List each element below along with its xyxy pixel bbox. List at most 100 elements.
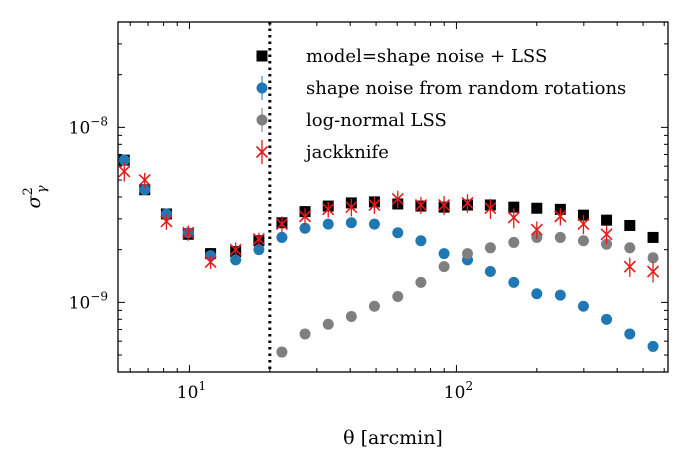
legend-entry: shape noise from random rotations — [256, 76, 626, 100]
plot-frame — [117, 21, 669, 373]
data-point — [415, 235, 427, 247]
x-stroke — [530, 223, 543, 236]
data-point — [230, 254, 242, 266]
data-cross — [298, 210, 312, 223]
data-point — [484, 266, 496, 278]
x-stroke — [623, 260, 636, 273]
series-0 — [118, 154, 659, 260]
data-point — [508, 276, 520, 288]
data-point — [577, 235, 589, 247]
data-cross — [646, 265, 660, 278]
series-3 — [118, 162, 660, 283]
x-stroke — [322, 203, 335, 216]
x-stroke — [204, 255, 217, 269]
data-point — [624, 242, 636, 254]
data-cross — [600, 228, 613, 241]
x-stroke — [298, 210, 312, 223]
data-point — [118, 154, 130, 166]
data-cross — [322, 203, 335, 216]
data-cross — [182, 226, 195, 239]
data-square — [624, 219, 636, 231]
data-point — [624, 328, 636, 340]
data-point — [484, 242, 496, 254]
data-point — [253, 244, 265, 256]
legend-entry: log-normal LSS — [256, 108, 447, 132]
legend-label: jackknife — [304, 142, 389, 163]
data-square — [601, 214, 613, 226]
x-stroke — [229, 243, 242, 256]
data-cross — [484, 202, 497, 215]
x-stroke — [484, 202, 497, 215]
data-point — [508, 236, 520, 248]
data-cross — [438, 198, 451, 212]
data-cross — [229, 243, 242, 256]
x-stroke — [182, 226, 195, 239]
x-stroke — [600, 228, 613, 241]
axis-labels: θ [arcmin] σ2γ — [21, 185, 443, 449]
legend-label: shape noise from random rotations — [306, 78, 626, 99]
data-cross — [160, 215, 173, 228]
plot-border — [117, 21, 669, 373]
data-cross — [204, 255, 217, 269]
data-point — [647, 252, 659, 264]
x-stroke — [438, 198, 451, 212]
legend-entry: jackknife — [255, 140, 389, 164]
legend-label: log-normal LSS — [306, 110, 447, 131]
data-cross — [368, 198, 381, 212]
data-cross — [530, 223, 543, 236]
data-point — [392, 227, 404, 239]
x-stroke — [138, 173, 151, 187]
data-cross — [554, 210, 567, 223]
data-point — [368, 300, 380, 312]
data-square — [531, 202, 543, 214]
data-cross — [252, 232, 265, 246]
data-point — [139, 184, 151, 196]
data-point — [577, 300, 589, 312]
data-cross — [345, 201, 358, 214]
x-axis-label: θ [arcmin] — [343, 427, 443, 449]
data-point — [554, 289, 566, 301]
x-stroke — [255, 145, 269, 159]
data-point — [299, 222, 311, 234]
data-point — [345, 311, 357, 323]
data-point — [438, 248, 450, 260]
x-stroke — [461, 196, 474, 209]
data-point — [392, 291, 404, 303]
data-point — [322, 218, 334, 230]
data-cross — [391, 192, 404, 205]
data-point — [601, 313, 613, 325]
data-cross — [461, 196, 474, 209]
data-point — [461, 248, 473, 260]
x-stroke — [391, 192, 404, 205]
data-point — [415, 276, 427, 288]
x-stroke — [118, 165, 131, 178]
x-stroke — [554, 210, 567, 223]
data-cross — [118, 165, 131, 178]
data-square — [508, 201, 520, 213]
legend-marker — [256, 114, 268, 126]
data-cross — [507, 211, 520, 224]
series-1 — [118, 154, 659, 352]
y-tick-label: 10−9 — [69, 289, 108, 313]
series-2 — [276, 231, 659, 358]
data-marks — [118, 154, 660, 358]
axis-ticks: 101 102 10−9 10−8 — [69, 21, 668, 403]
y-tick-label: 10−8 — [69, 114, 108, 138]
data-point — [299, 328, 311, 340]
data-point — [345, 217, 357, 229]
legend: model=shape noise + LSS shape noise from … — [255, 46, 626, 164]
data-cross — [414, 198, 427, 212]
data-point — [531, 288, 543, 300]
legend-label: model=shape noise + LSS — [306, 46, 547, 67]
legend-marker — [256, 82, 268, 94]
x-stroke — [577, 218, 590, 231]
data-point — [276, 231, 288, 243]
legend-marker — [256, 50, 268, 62]
data-point — [368, 218, 380, 230]
data-point — [276, 346, 288, 358]
x-stroke — [368, 198, 381, 212]
legend-entry: model=shape noise + LSS — [256, 46, 547, 67]
data-point — [322, 318, 334, 330]
x-stroke — [252, 232, 265, 246]
x-stroke — [414, 198, 427, 212]
